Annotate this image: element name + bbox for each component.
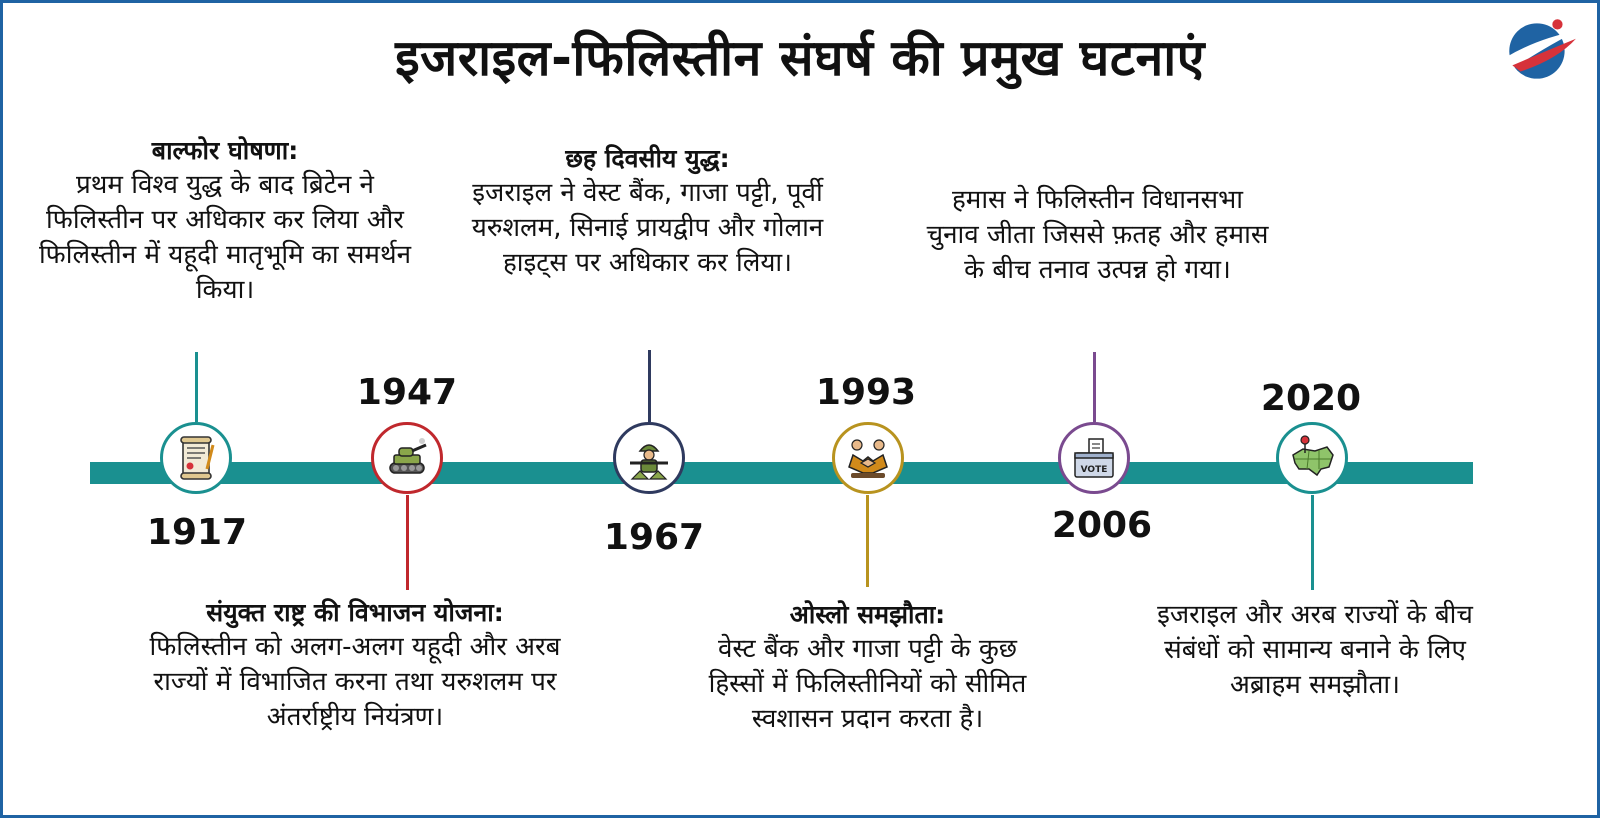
event-2006-description: हमास ने फिलिस्तीन विधानसभा चुनाव जीता जि… — [925, 183, 1270, 288]
event-2020-text: इजराइल और अरब राज्यों के बीच संबंधों को … — [1157, 600, 1473, 700]
event-1947-marker — [371, 422, 443, 494]
event-2006-year: 2006 — [1051, 505, 1153, 546]
page-title: इजराइल-फिलिस्तीन संघर्ष की प्रमुख घटनाएं — [395, 29, 1205, 87]
connector-1993 — [866, 495, 869, 587]
event-1967-description: छह दिवसीय युद्ध: इजराइल ने वेस्ट बैंक, ग… — [460, 141, 835, 281]
event-2020-marker — [1276, 422, 1348, 494]
event-1993-year: 1993 — [815, 372, 917, 413]
connector-1917 — [195, 352, 198, 422]
connector-2020 — [1311, 495, 1314, 590]
event-1967-text: इजराइल ने वेस्ट बैंक, गाजा पट्टी, पूर्वी… — [471, 178, 824, 278]
connector-1947 — [406, 495, 409, 590]
timeline-track — [90, 462, 1473, 484]
event-1993-marker — [832, 422, 904, 494]
event-1917-description: बाल्फोर घोषणा: प्रथम विश्व युद्ध के बाद … — [25, 133, 425, 308]
event-2020-year: 2020 — [1260, 378, 1362, 419]
event-1917-marker — [160, 422, 232, 494]
event-1967-year: 1967 — [603, 517, 705, 558]
scroll-document-icon — [180, 436, 215, 480]
event-1993-text: वेस्ट बैंक और गाजा पट्टी के कुछ हिस्सों … — [708, 634, 1027, 734]
vote-box-icon: VOTE — [1074, 438, 1114, 478]
event-1947-text: फिलिस्तीन को अलग-अलग यहूदी और अरब राज्यो… — [149, 632, 561, 732]
map-pin-icon — [1292, 435, 1334, 477]
globe-swoosh-logo-icon — [1506, 19, 1578, 79]
event-1993-heading: ओस्लो समझौता: — [789, 600, 946, 629]
event-1967-marker — [613, 422, 685, 494]
event-1917-text: प्रथम विश्व युद्ध के बाद ब्रिटेन ने फिलि… — [38, 170, 412, 305]
event-1967-heading: छह दिवसीय युद्ध: — [565, 144, 730, 173]
event-1917-year: 1917 — [146, 512, 248, 553]
connector-1967 — [648, 350, 651, 422]
soldier-icon — [630, 444, 668, 480]
event-2006-text: हमास ने फिलिस्तीन विधानसभा चुनाव जीता जि… — [926, 185, 1269, 285]
event-2006-marker: VOTE — [1058, 422, 1130, 494]
connector-2006 — [1093, 352, 1096, 422]
vote-label: VOTE — [1081, 465, 1108, 475]
event-1947-heading: संयुक्त राष्ट्र की विभाजन योजना: — [206, 598, 504, 627]
handshake-icon — [848, 439, 888, 478]
tank-icon — [389, 438, 427, 474]
event-1993-description: ओस्लो समझौता: वेस्ट बैंक और गाजा पट्टी क… — [690, 597, 1045, 737]
event-1917-heading: बाल्फोर घोषणा: — [151, 136, 299, 165]
event-2020-description: इजराइल और अरब राज्यों के बीच संबंधों को … — [1150, 598, 1480, 703]
event-1947-year: 1947 — [356, 372, 458, 413]
event-1947-description: संयुक्त राष्ट्र की विभाजन योजना: फिलिस्त… — [125, 595, 585, 735]
